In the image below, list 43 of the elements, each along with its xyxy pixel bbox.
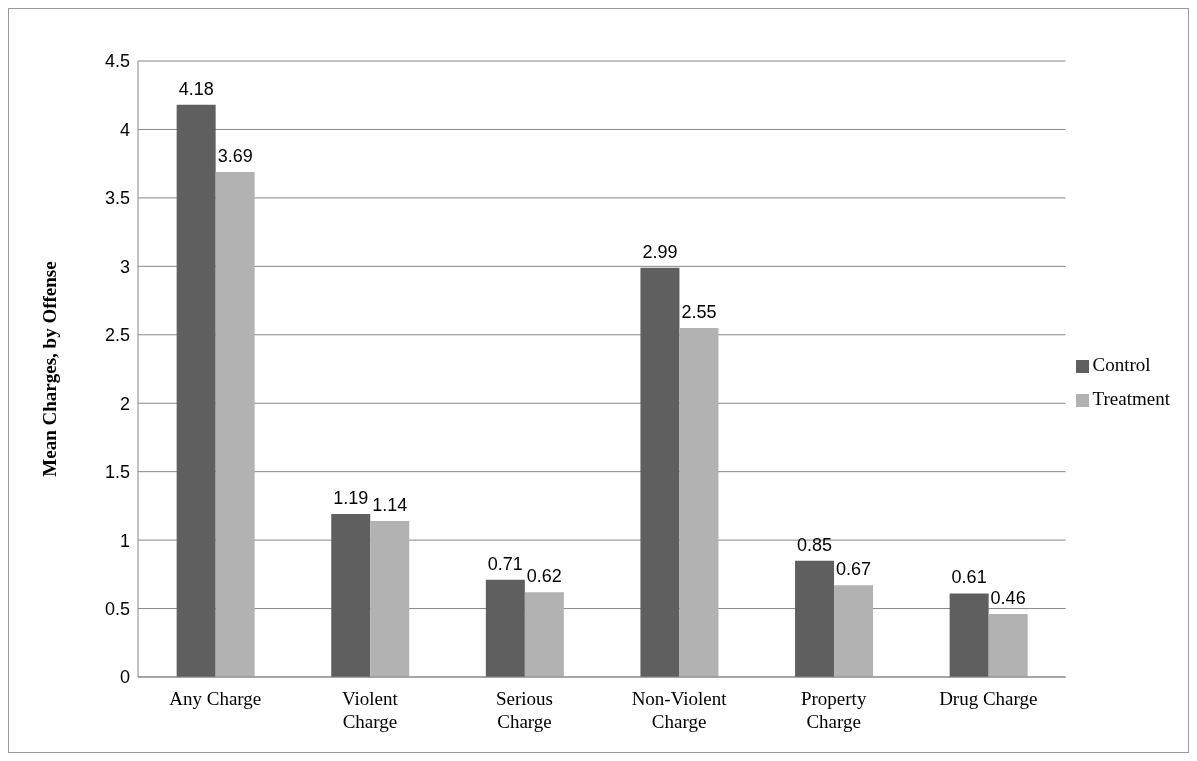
data-label: 0.62 xyxy=(526,566,562,587)
y-tick-label: 4.5 xyxy=(104,51,130,72)
y-tick-label: 1.5 xyxy=(104,462,130,483)
y-tick-label: 2 xyxy=(119,393,130,414)
bar xyxy=(679,327,719,677)
bar xyxy=(834,585,874,677)
bar xyxy=(485,579,525,677)
data-label: 4.18 xyxy=(178,78,214,99)
x-tick-label: Any Charge xyxy=(169,688,262,709)
bar xyxy=(176,104,216,677)
data-label: 0.61 xyxy=(951,567,987,588)
y-axis-title: Mean Charges, by Offense xyxy=(38,261,60,477)
y-tick-label: 0 xyxy=(119,667,130,688)
bar xyxy=(988,614,1028,677)
y-tick-label: 2.5 xyxy=(104,325,130,346)
y-tick-label: 3 xyxy=(119,256,130,277)
x-tick-label: Drug Charge xyxy=(939,688,1038,709)
legend-label: Treatment xyxy=(1092,387,1170,409)
bar xyxy=(795,560,835,677)
x-tick-label: Violent Charge xyxy=(341,688,399,732)
data-label: 0.67 xyxy=(836,559,872,580)
data-label: 2.99 xyxy=(642,241,678,262)
y-tick-label: 3.5 xyxy=(104,188,130,209)
y-tick-label: 0.5 xyxy=(104,598,130,619)
data-label: 0.71 xyxy=(487,553,523,574)
bar xyxy=(640,267,680,677)
x-tick-label: Property Charge xyxy=(800,688,867,732)
bar xyxy=(215,171,255,677)
bar xyxy=(331,514,371,677)
x-tick-label: Serious Charge xyxy=(496,688,553,732)
data-label: 2.55 xyxy=(681,301,717,322)
data-label: 0.46 xyxy=(990,588,1026,609)
data-label: 1.14 xyxy=(372,494,408,515)
bar xyxy=(949,593,989,677)
data-label: 3.69 xyxy=(217,145,253,166)
y-tick-label: 1 xyxy=(119,530,130,551)
legend-label: Control xyxy=(1092,353,1151,375)
y-tick-label: 4 xyxy=(119,119,130,140)
x-tick-label: Non-Violent Charge xyxy=(631,688,728,732)
data-label: 1.19 xyxy=(333,488,369,509)
data-label: 0.85 xyxy=(797,534,833,555)
bar xyxy=(524,592,564,677)
bar xyxy=(370,520,410,677)
